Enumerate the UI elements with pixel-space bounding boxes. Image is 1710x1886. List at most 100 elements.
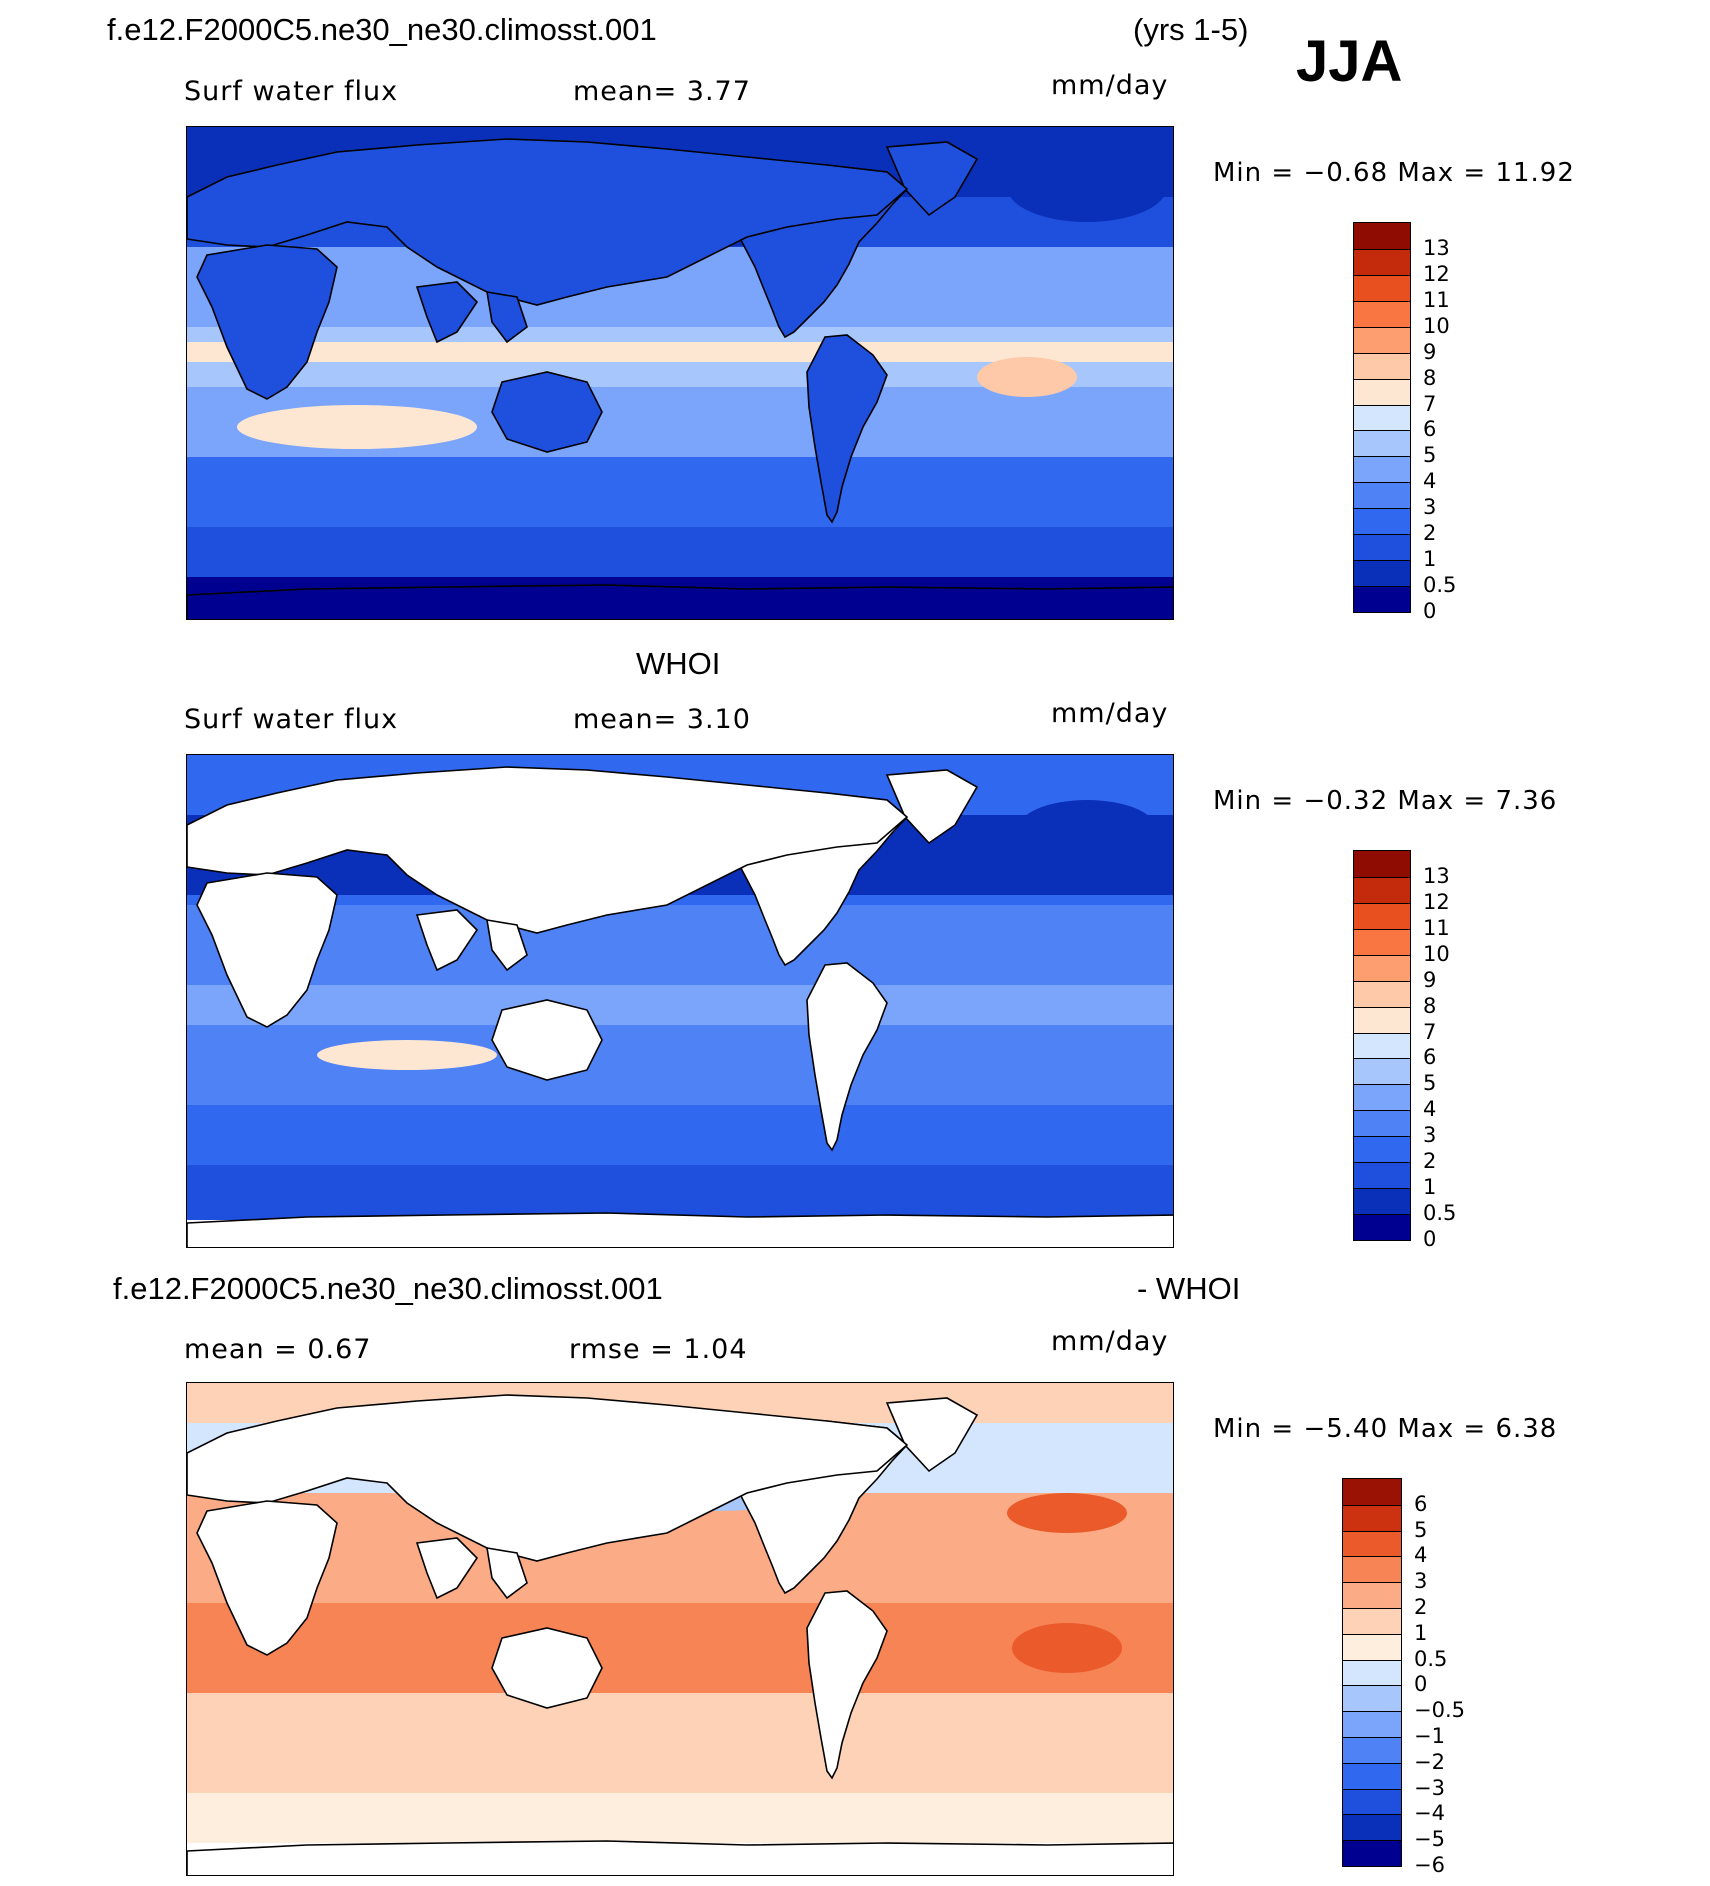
colorbar-swatch [1343, 1788, 1401, 1815]
colorbar-swatch [1343, 1814, 1401, 1841]
colorbar-swatch [1354, 928, 1410, 955]
colorbar-swatch [1354, 274, 1410, 301]
colorbar-tick-label: 8 [1423, 365, 1437, 390]
field-band-itcz [187, 342, 1173, 362]
field-band-subtropics-south [187, 1025, 1173, 1105]
colorbar-swatch [1343, 1840, 1401, 1866]
colorbar-tick-label: 2 [1423, 521, 1437, 546]
panel2-minmax: Min = −0.32 Max = 7.36 [1213, 786, 1558, 816]
field-blob-south-indian [317, 1040, 497, 1070]
colorbar-swatch [1354, 248, 1410, 275]
colorbar-tick-label: 4 [1423, 469, 1437, 494]
field-band-midlat-south [187, 457, 1173, 527]
colorbar-tick-label: 2 [1414, 1595, 1428, 1619]
colorbar-tick-label: 1 [1423, 547, 1437, 572]
colorbar-tick-label: 5 [1414, 1517, 1428, 1542]
colorbar-tick-label: 1 [1414, 1620, 1428, 1645]
panel3-mean: mean = 0.67 [184, 1334, 372, 1365]
colorbar-swatch [1354, 352, 1410, 379]
colorbar-tick-label: 4 [1414, 1543, 1428, 1568]
coastline-americaS [806, 962, 888, 1152]
coastline-australia [491, 999, 603, 1081]
colorbar-tick-label: 0.5 [1423, 1201, 1457, 1226]
coastline-eurasia [187, 138, 909, 306]
colorbar-tick-label: 9 [1423, 967, 1437, 992]
coastline-seAsia [486, 919, 528, 972]
colorbar-tick-label: −2 [1414, 1749, 1445, 1774]
panel1-units: mm/day [1051, 70, 1169, 101]
panel1-colorbar [1353, 222, 1411, 613]
coastline-eurasia [187, 1394, 909, 1562]
colorbar-swatch [1343, 1582, 1401, 1608]
colorbar-swatch [1343, 1762, 1401, 1789]
panel3-title-left: f.e12.F2000C5.ne30_ne30.climosst.001 [113, 1271, 663, 1306]
coastline-seAsia [486, 1547, 528, 1600]
coastline-africa [196, 1500, 338, 1656]
panel1-variable: Surf water flux [184, 76, 399, 107]
colorbar-swatch [1354, 560, 1410, 587]
colorbar-tick-label: 8 [1423, 993, 1437, 1018]
colorbar-swatch [1354, 430, 1410, 457]
colorbar-swatch [1343, 1711, 1401, 1737]
colorbar-swatch [1343, 1659, 1401, 1686]
colorbar-tick-label: 9 [1423, 339, 1437, 364]
map-canvas [187, 755, 1173, 1247]
colorbar-swatch [1354, 1032, 1410, 1059]
colorbar-swatch [1354, 456, 1410, 483]
colorbar-swatch [1354, 1162, 1410, 1189]
colorbar-tick-label: 3 [1414, 1569, 1428, 1594]
colorbar-tick-label: 0 [1423, 599, 1437, 623]
panel3-title-right: - WHOI [1137, 1271, 1241, 1306]
colorbar-swatch [1354, 851, 1410, 877]
field-band-midlat-south [187, 1105, 1173, 1165]
coastline-africa [196, 244, 338, 400]
panel2-map-whoi [186, 754, 1174, 1248]
coastline-australia [491, 1627, 603, 1709]
colorbar-tick-label: 6 [1423, 417, 1437, 442]
field-blob-south-atlantic-pos [1012, 1623, 1122, 1673]
colorbar-swatch [1354, 1058, 1410, 1085]
colorbar-swatch [1354, 1084, 1410, 1111]
colorbar-swatch [1354, 326, 1410, 353]
panel2-units: mm/day [1051, 698, 1169, 729]
colorbar-tick-label: 0.5 [1423, 573, 1457, 598]
panel2-title: WHOI [636, 646, 721, 681]
panel1-mean: mean= 3.77 [573, 76, 751, 107]
coastline-eurasia [187, 766, 909, 934]
colorbar-tick-label: 0.5 [1414, 1646, 1448, 1671]
field-blob-south-atlantic [977, 357, 1077, 397]
field-band-tropics [187, 1603, 1173, 1693]
colorbar-swatch [1343, 1633, 1401, 1660]
colorbar-tick-label: 4 [1423, 1097, 1437, 1122]
colorbar-tick-label: −0.5 [1414, 1698, 1465, 1723]
colorbar-tick-label: 0 [1423, 1227, 1437, 1251]
colorbar-swatch [1343, 1737, 1401, 1763]
panel3-colorbar [1342, 1478, 1402, 1867]
coastline-seAsia [486, 291, 528, 344]
colorbar-swatch [1354, 1188, 1410, 1215]
colorbar-swatch [1343, 1685, 1401, 1712]
coastline-africa [196, 872, 338, 1028]
colorbar-swatch [1354, 404, 1410, 431]
colorbar-swatch [1343, 1504, 1401, 1531]
colorbar-tick-label: 11 [1423, 287, 1450, 312]
coastline-antarctica [187, 584, 1173, 619]
colorbar-tick-label: 12 [1423, 261, 1450, 286]
colorbar-tick-label: 5 [1423, 1071, 1437, 1096]
coastline-americaS [806, 1590, 888, 1780]
coastline-americaS [806, 334, 888, 524]
colorbar-tick-label: −1 [1414, 1724, 1445, 1748]
colorbar-swatch [1343, 1608, 1401, 1634]
panel3-units: mm/day [1051, 1326, 1169, 1357]
field-band-southern-ocean [187, 1165, 1173, 1220]
field-blob-north-atlantic [1007, 152, 1167, 222]
colorbar-swatch [1354, 954, 1410, 981]
field-band-subtropics [187, 905, 1173, 985]
colorbar-tick-label: 3 [1423, 1123, 1437, 1148]
colorbar-swatch [1354, 902, 1410, 929]
field-band-tropics [187, 985, 1173, 1025]
panel2-mean: mean= 3.10 [573, 704, 751, 735]
colorbar-tick-label: 12 [1423, 889, 1450, 914]
coastline-antarctica [187, 1840, 1173, 1875]
panel3-minmax: Min = −5.40 Max = 6.38 [1213, 1414, 1558, 1444]
